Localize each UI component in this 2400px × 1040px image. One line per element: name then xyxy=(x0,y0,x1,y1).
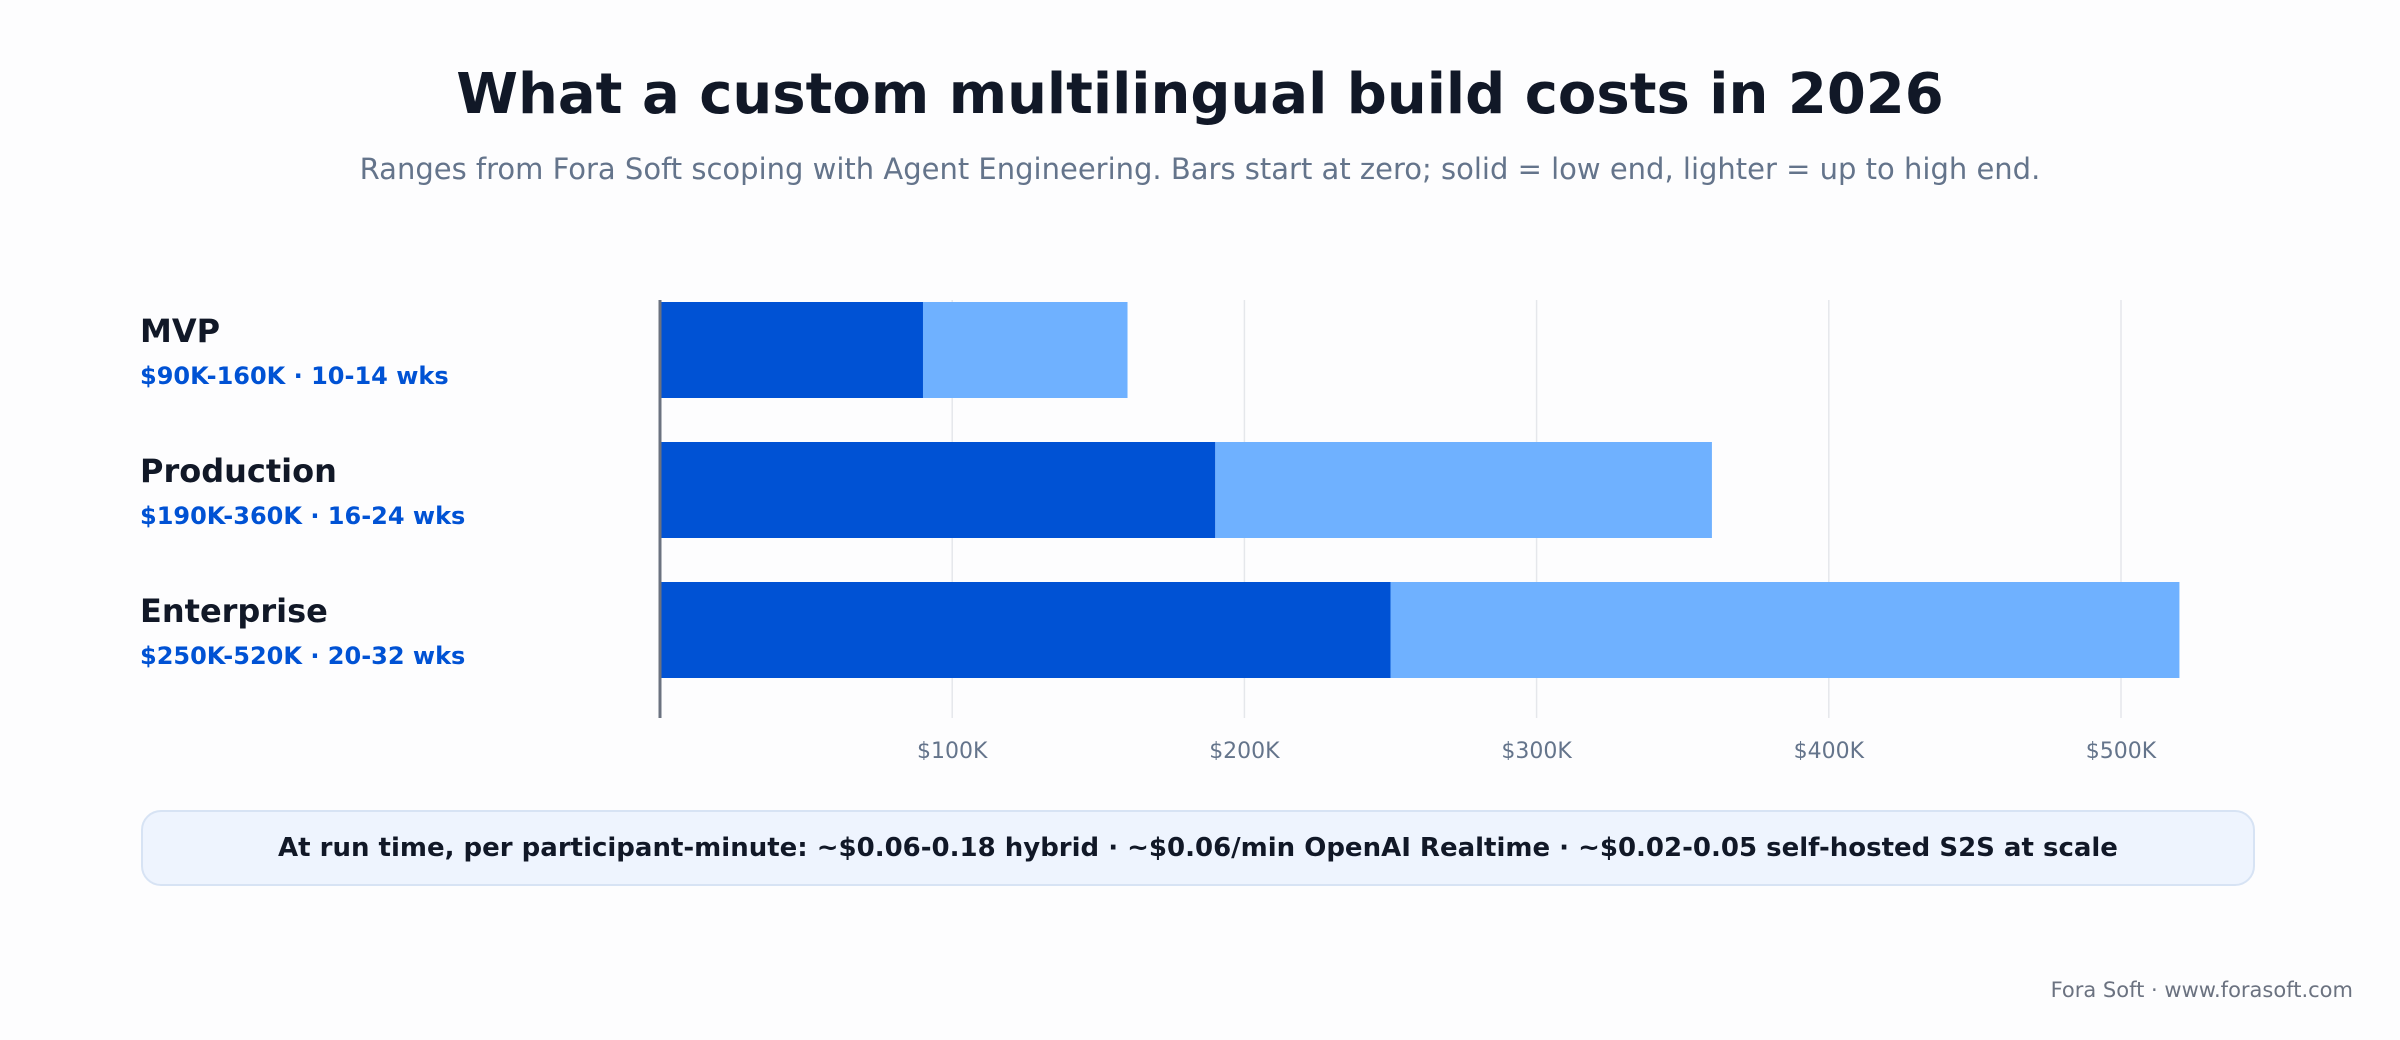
bar-low-production xyxy=(660,442,1216,538)
bar-high-production xyxy=(1215,442,1712,538)
bar-low-mvp xyxy=(660,302,923,398)
x-tick-label: $500K xyxy=(2086,739,2157,760)
category-label: Production xyxy=(140,452,337,490)
category-labels: MVP $90K-160K · 10-14 wks Production $190K-… xyxy=(140,312,465,670)
bars xyxy=(660,302,2180,678)
chart-subtitle: Ranges from Fora Soft scoping with Agent… xyxy=(359,152,2041,186)
bar-low-enterprise xyxy=(660,582,1391,678)
category-range-label: $190K-360K · 16-24 wks xyxy=(140,502,465,530)
x-tick-label: $100K xyxy=(917,739,988,760)
x-tick-label: $200K xyxy=(1209,739,1280,760)
runtime-cost-note: At run time, per participant-minute: ~$0… xyxy=(141,810,2255,886)
category-range-label: $90K-160K · 10-14 wks xyxy=(140,362,449,390)
footer-credit: Fora Soft · www.forasoft.com xyxy=(2050,978,2353,1002)
bar-high-mvp xyxy=(922,302,1128,398)
x-tick-label: $300K xyxy=(1501,739,1572,760)
category-range-label: $250K-520K · 20-32 wks xyxy=(140,642,465,670)
range-bar-chart: $100K $200K $300K $400K $500K MVP $90K-160K ·… xyxy=(140,300,2180,760)
chart-title: What a custom multilingual build costs i… xyxy=(456,62,1944,127)
runtime-cost-text: At run time, per participant-minute: ~$0… xyxy=(278,833,2118,863)
category-label: Enterprise xyxy=(140,592,328,630)
category-label: MVP xyxy=(140,312,220,350)
axis: $100K $200K $300K $400K $500K xyxy=(658,300,2157,760)
x-tick-label: $400K xyxy=(1794,739,1865,760)
bar-high-enterprise xyxy=(1390,582,2180,678)
